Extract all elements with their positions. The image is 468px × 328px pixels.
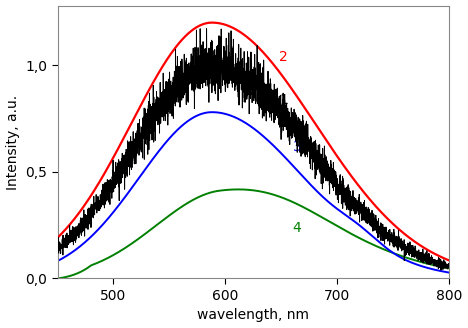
Text: 4: 4 [292,220,301,235]
Y-axis label: Intensity, a.u.: Intensity, a.u. [6,94,20,190]
Text: 3: 3 [292,139,301,154]
Text: 1: 1 [279,92,288,107]
X-axis label: wavelength, nm: wavelength, nm [197,308,309,322]
Text: 2: 2 [279,50,288,64]
